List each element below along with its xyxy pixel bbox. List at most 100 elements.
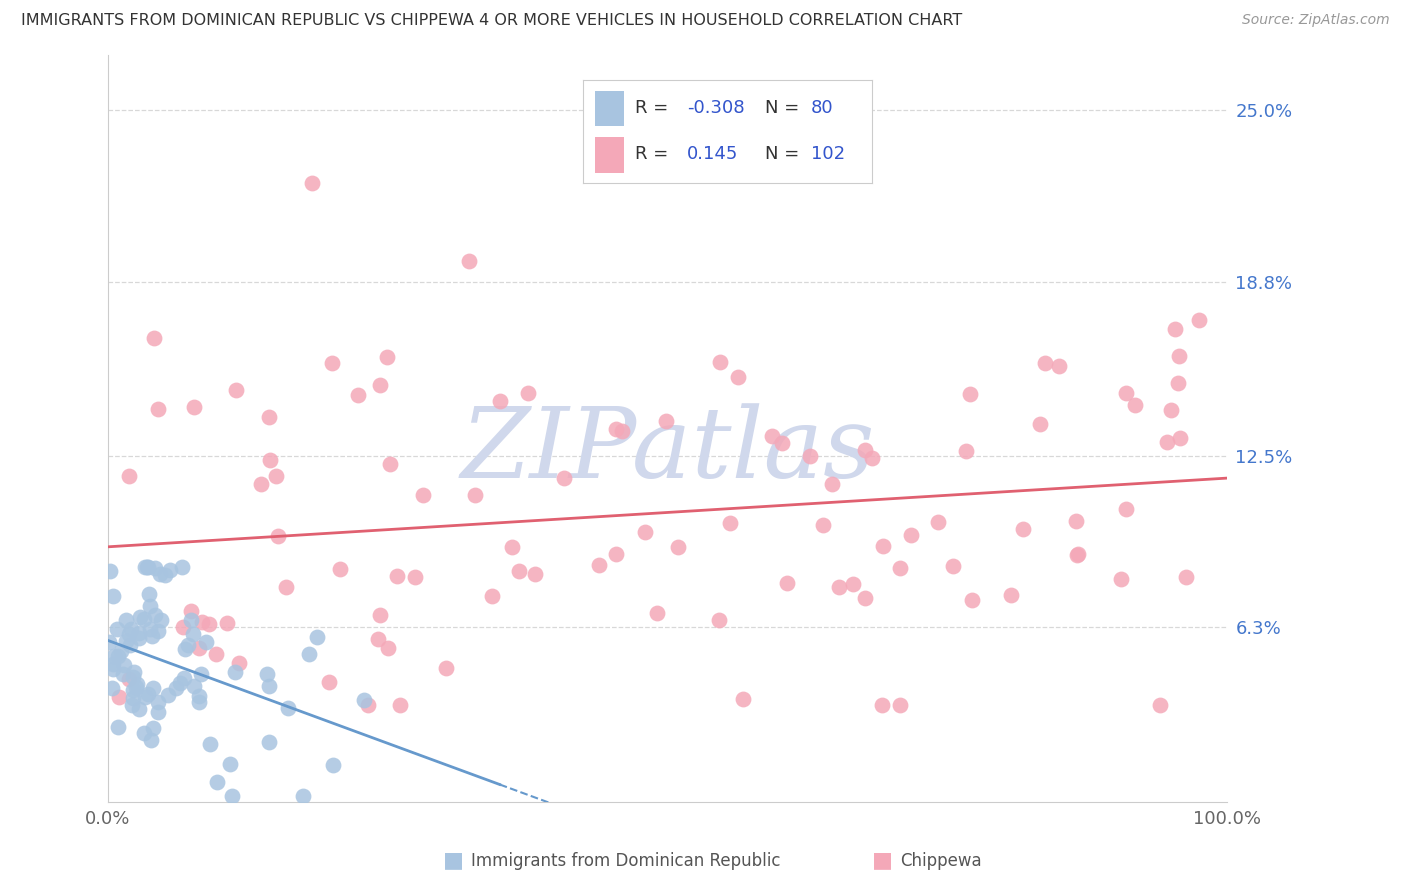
Point <box>321 355 343 369</box>
Point <box>146 695 169 709</box>
Point <box>709 355 731 369</box>
Point <box>139 733 162 747</box>
Point <box>183 679 205 693</box>
Point <box>180 614 202 628</box>
FancyBboxPatch shape <box>595 136 624 173</box>
Point <box>142 721 165 735</box>
Point <box>257 679 280 693</box>
Point <box>761 428 783 442</box>
Point <box>870 698 893 712</box>
Point <box>181 627 204 641</box>
Point <box>259 734 281 748</box>
Point <box>149 566 172 581</box>
Point <box>1067 547 1090 561</box>
Text: 0.145: 0.145 <box>688 145 738 163</box>
Point <box>329 562 352 576</box>
Point <box>412 487 434 501</box>
Point <box>368 378 391 392</box>
Point <box>112 658 135 673</box>
Point <box>1000 588 1022 602</box>
Point <box>221 789 243 803</box>
Point <box>228 656 250 670</box>
Point <box>101 589 124 603</box>
Point <box>143 331 166 345</box>
Point <box>157 688 180 702</box>
Point <box>375 350 398 364</box>
Point <box>1188 313 1211 327</box>
Point <box>249 477 271 491</box>
Text: IMMIGRANTS FROM DOMINICAN REPUBLIC VS CHIPPEWA 4 OR MORE VEHICLES IN HOUSEHOLD C: IMMIGRANTS FROM DOMINICAN REPUBLIC VS CH… <box>21 13 962 29</box>
Point <box>259 452 281 467</box>
Point <box>129 610 152 624</box>
Point <box>134 559 156 574</box>
Point <box>1174 569 1197 583</box>
Point <box>172 620 194 634</box>
Point <box>225 383 247 397</box>
Point <box>353 693 375 707</box>
Point <box>1160 402 1182 417</box>
Point <box>110 644 132 658</box>
Point <box>553 471 575 485</box>
Point <box>1115 502 1137 516</box>
Text: Immigrants from Dominican Republic: Immigrants from Dominican Republic <box>471 852 780 870</box>
Point <box>124 665 146 679</box>
Point <box>132 725 155 739</box>
Text: Chippewa: Chippewa <box>900 852 981 870</box>
Point <box>128 625 150 640</box>
Text: 102: 102 <box>811 145 845 163</box>
Point <box>127 677 149 691</box>
Text: N =: N = <box>765 99 806 117</box>
Point <box>138 688 160 702</box>
Point <box>100 681 122 695</box>
Text: R =: R = <box>636 145 675 163</box>
Point <box>138 622 160 636</box>
Point <box>367 632 389 647</box>
Point <box>169 676 191 690</box>
Point <box>799 449 821 463</box>
Point <box>842 577 865 591</box>
Point <box>146 402 169 417</box>
Point <box>301 176 323 190</box>
Point <box>1164 322 1187 336</box>
Point <box>138 587 160 601</box>
Point <box>501 540 523 554</box>
Point <box>277 700 299 714</box>
Point <box>118 638 141 652</box>
Text: ZIPatlas: ZIPatlas <box>460 403 875 499</box>
Point <box>821 477 844 491</box>
Point <box>138 559 160 574</box>
Point <box>1029 417 1052 432</box>
Point <box>645 606 668 620</box>
Point <box>1123 398 1146 412</box>
Point <box>1064 514 1087 528</box>
Point <box>143 608 166 623</box>
Point <box>150 613 173 627</box>
Point <box>318 675 340 690</box>
Point <box>112 666 135 681</box>
Point <box>378 457 401 471</box>
Point <box>103 662 125 676</box>
Point <box>121 691 143 706</box>
Point <box>173 671 195 685</box>
Point <box>1047 359 1070 373</box>
Point <box>115 633 138 648</box>
Text: ■: ■ <box>443 850 464 870</box>
Point <box>634 525 657 540</box>
Point <box>174 642 197 657</box>
Point <box>960 593 983 607</box>
Point <box>481 589 503 603</box>
Point <box>118 672 141 686</box>
Point <box>1033 356 1056 370</box>
Point <box>121 670 143 684</box>
Point <box>1156 435 1178 450</box>
Point <box>322 758 344 772</box>
Point <box>1167 376 1189 391</box>
Text: ■: ■ <box>872 850 893 870</box>
Point <box>727 370 749 384</box>
Point <box>860 451 883 466</box>
Point <box>264 469 287 483</box>
Text: 80: 80 <box>811 99 834 117</box>
Point <box>183 400 205 414</box>
Point <box>828 580 851 594</box>
Point <box>187 689 209 703</box>
